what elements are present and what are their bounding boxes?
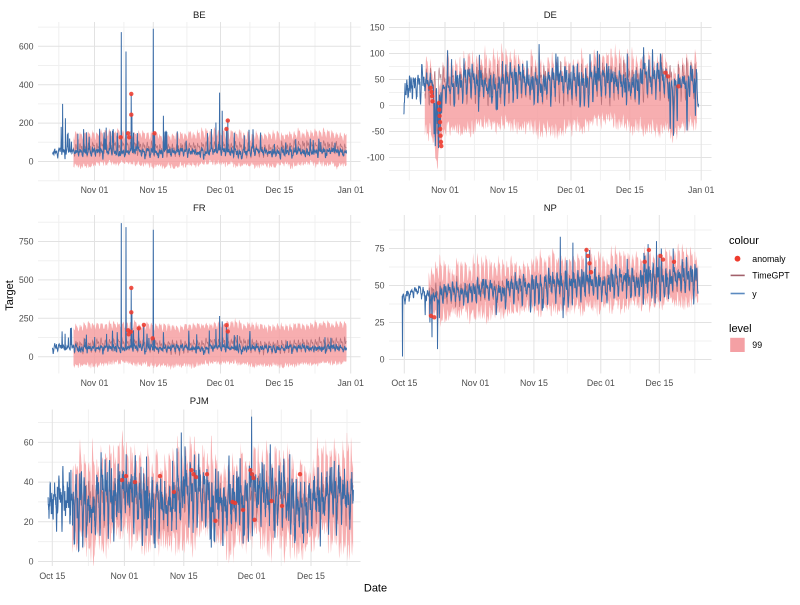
svg-text:Nov 15: Nov 15	[139, 378, 167, 388]
svg-text:Oct 15: Oct 15	[39, 571, 65, 581]
svg-text:Dec 15: Dec 15	[265, 185, 293, 195]
svg-text:Nov 01: Nov 01	[461, 378, 489, 388]
svg-text:NP: NP	[544, 203, 557, 214]
svg-text:50: 50	[375, 281, 385, 291]
svg-text:25: 25	[375, 318, 385, 328]
svg-text:60: 60	[24, 438, 34, 448]
svg-text:Dec 15: Dec 15	[297, 571, 325, 581]
svg-text:-100: -100	[367, 153, 385, 163]
svg-text:250: 250	[19, 313, 34, 323]
svg-text:FR: FR	[193, 203, 206, 214]
svg-text:Nov 01: Nov 01	[81, 185, 109, 195]
svg-text:Nov 01: Nov 01	[110, 571, 138, 581]
svg-text:colour: colour	[729, 235, 759, 247]
svg-text:Nov 15: Nov 15	[170, 571, 198, 581]
svg-text:-50: -50	[372, 127, 385, 137]
svg-text:Date: Date	[364, 583, 387, 595]
svg-text:Dec 01: Dec 01	[207, 185, 235, 195]
svg-text:Jan 01: Jan 01	[337, 378, 364, 388]
svg-text:600: 600	[19, 41, 34, 51]
svg-text:Nov 15: Nov 15	[490, 185, 518, 195]
svg-text:DE: DE	[544, 10, 557, 21]
svg-text:150: 150	[370, 23, 385, 33]
svg-text:Oct 15: Oct 15	[391, 378, 417, 388]
svg-text:Nov 15: Nov 15	[520, 378, 548, 388]
svg-text:75: 75	[375, 244, 385, 254]
svg-text:BE: BE	[193, 10, 206, 21]
svg-text:40: 40	[24, 477, 34, 487]
svg-text:TimeGPT: TimeGPT	[752, 271, 790, 281]
svg-text:100: 100	[370, 49, 385, 59]
svg-text:Nov 15: Nov 15	[139, 185, 167, 195]
svg-text:Dec 01: Dec 01	[587, 378, 615, 388]
svg-text:Dec 15: Dec 15	[265, 378, 293, 388]
svg-text:Jan 01: Jan 01	[688, 185, 715, 195]
svg-text:50: 50	[375, 75, 385, 85]
svg-text:Dec 01: Dec 01	[207, 378, 235, 388]
svg-text:anomaly: anomaly	[752, 254, 786, 264]
svg-text:y: y	[752, 289, 757, 299]
svg-text:Jan 01: Jan 01	[337, 185, 364, 195]
svg-text:0: 0	[29, 157, 34, 167]
svg-text:400: 400	[19, 80, 34, 90]
svg-text:200: 200	[19, 118, 34, 128]
svg-text:Dec 01: Dec 01	[238, 571, 266, 581]
svg-text:Nov 01: Nov 01	[431, 185, 459, 195]
svg-text:Target: Target	[4, 280, 16, 311]
svg-text:0: 0	[380, 355, 385, 365]
svg-text:500: 500	[19, 275, 34, 285]
svg-text:0: 0	[29, 557, 34, 567]
svg-text:0: 0	[29, 352, 34, 362]
svg-text:Dec 15: Dec 15	[645, 378, 673, 388]
svg-text:level: level	[729, 323, 752, 335]
svg-text:Dec 01: Dec 01	[557, 185, 585, 195]
svg-text:PJM: PJM	[190, 396, 209, 407]
svg-text:750: 750	[19, 237, 34, 247]
svg-text:0: 0	[380, 101, 385, 111]
svg-text:Nov 01: Nov 01	[81, 378, 109, 388]
svg-text:Dec 15: Dec 15	[616, 185, 644, 195]
svg-text:20: 20	[24, 517, 34, 527]
svg-text:99: 99	[752, 340, 762, 350]
